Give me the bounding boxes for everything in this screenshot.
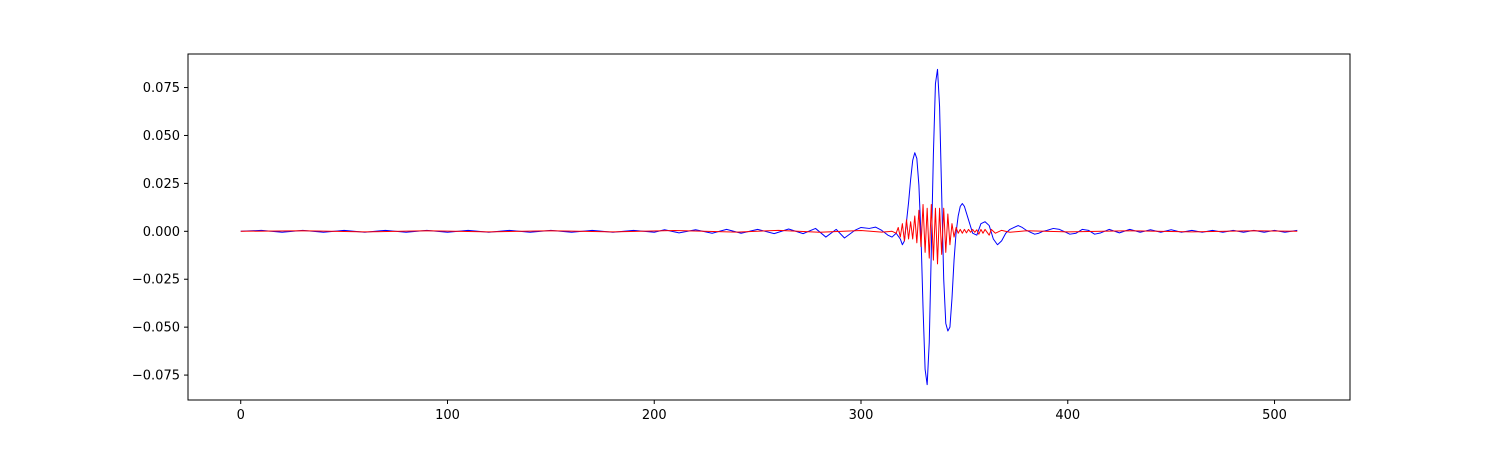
y-tick-label: 0.050 (143, 129, 180, 144)
x-tick-label: 300 (849, 408, 874, 423)
series-line-blue (240, 68, 1298, 386)
axes-layer: 0 100 200 300 400 500 0.075 0.050 0.025 0.000 −0.0… (132, 53, 1351, 423)
y-tick-label: 0.025 (143, 177, 180, 192)
x-tick-label: 0 (237, 408, 245, 423)
y-tick-label: 0.075 (143, 81, 180, 96)
x-tick-label: 200 (642, 408, 667, 423)
series-line-red (240, 203, 1298, 265)
y-tick-label: 0.000 (143, 225, 180, 240)
series-layer (240, 68, 1298, 386)
y-tick-label: −0.050 (132, 321, 180, 336)
x-tick-label: 500 (1262, 408, 1287, 423)
y-tick-label: −0.075 (132, 369, 180, 384)
x-tick-label: 100 (435, 408, 460, 423)
plot-frame (187, 53, 1351, 401)
x-tick-label: 400 (1055, 408, 1080, 423)
y-tick-label: −0.025 (132, 273, 180, 288)
